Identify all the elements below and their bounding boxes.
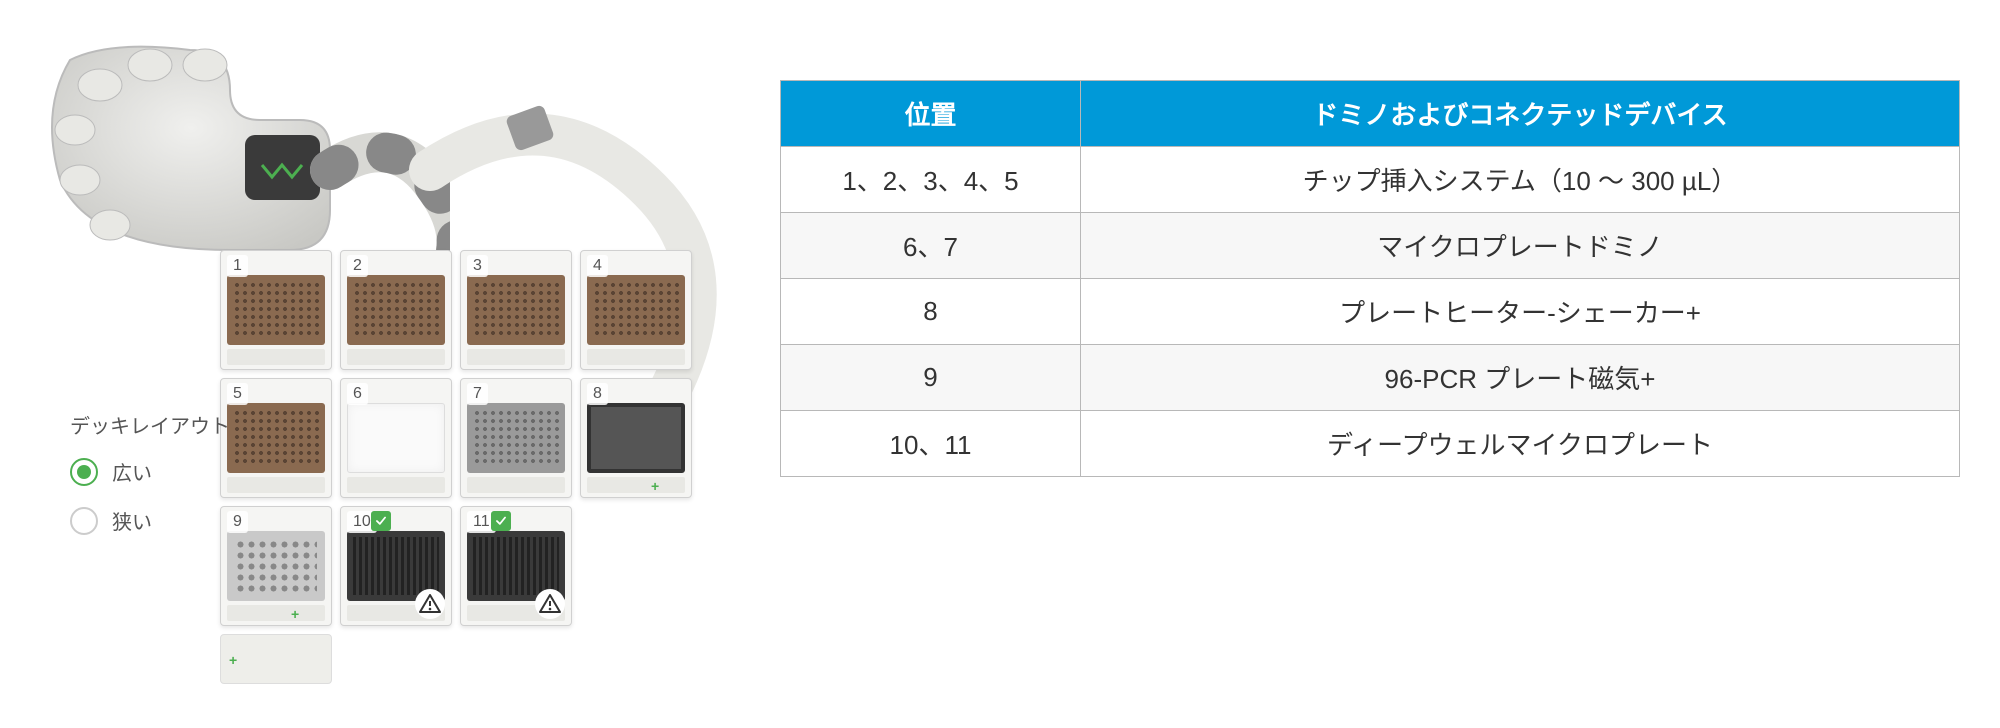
lab-plus-icon: + xyxy=(291,607,327,621)
table-row: 6、7マイクロプレートドミノ xyxy=(781,213,1960,279)
slot-footer xyxy=(347,477,445,493)
extra-slot: + xyxy=(220,634,332,684)
table-row: 1、2、3、4、5チップ挿入システム（10 ～ 300 µL） xyxy=(781,147,1960,213)
slot-number: 7 xyxy=(467,383,488,405)
device-table: 位置 ドミノおよびコネクテッドデバイス 1、2、3、4、5チップ挿入システム（1… xyxy=(780,80,1960,477)
slot-plate xyxy=(227,275,325,345)
deck-grid: 1234 5678+ 9+1011 + xyxy=(220,250,720,692)
slot-plate xyxy=(347,403,445,473)
cell-device: ディープウェルマイクロプレート xyxy=(1081,411,1960,477)
cell-device: プレートヒーター-シェーカー+ xyxy=(1081,279,1960,345)
slot-number: 6 xyxy=(347,383,368,405)
slot-number: 8 xyxy=(587,383,608,405)
table-header-device: ドミノおよびコネクテッドデバイス xyxy=(1081,81,1960,147)
cell-device: 96-PCR プレート磁気+ xyxy=(1081,345,1960,411)
cell-position: 8 xyxy=(781,279,1081,345)
cell-position: 6、7 xyxy=(781,213,1081,279)
deck-slot-2[interactable]: 2 xyxy=(340,250,452,370)
deck-row-extra: + xyxy=(220,634,720,684)
layout-radio-narrow[interactable]: 狭い xyxy=(70,506,230,535)
table-header-position: 位置 xyxy=(781,81,1081,147)
deck-slot-9[interactable]: 9+ xyxy=(220,506,332,626)
slot-number: 9 xyxy=(227,511,248,533)
left-panel: 1234 5678+ 9+1011 + デッキレイアウト 広い狭い xyxy=(30,30,730,700)
deck-slot-5[interactable]: 5 xyxy=(220,378,332,498)
deck-layout-title: デッキレイアウト xyxy=(70,410,230,439)
deck-slot-6[interactable]: 6 xyxy=(340,378,452,498)
check-icon xyxy=(371,511,391,531)
slot-number: 5 xyxy=(227,383,248,405)
slot-plate xyxy=(227,403,325,473)
radio-label: 広い xyxy=(112,457,152,486)
table-row: 10、11ディープウェルマイクロプレート xyxy=(781,411,1960,477)
table-row: 996-PCR プレート磁気+ xyxy=(781,345,1960,411)
slot-footer xyxy=(227,477,325,493)
deck-layout-options: デッキレイアウト 広い狭い xyxy=(70,410,230,555)
slot-number: 1 xyxy=(227,255,248,277)
slot-plate xyxy=(347,275,445,345)
radio-icon xyxy=(70,458,98,486)
slot-footer xyxy=(227,349,325,365)
cell-position: 9 xyxy=(781,345,1081,411)
deck-row-2: 5678+ xyxy=(220,378,720,498)
warning-icon xyxy=(535,589,565,619)
deck-slot-7[interactable]: 7 xyxy=(460,378,572,498)
deck-slot-4[interactable]: 4 xyxy=(580,250,692,370)
deck-slot-10[interactable]: 10 xyxy=(340,506,452,626)
slot-footer xyxy=(467,477,565,493)
slot-plate xyxy=(227,531,325,601)
deck-slot-3[interactable]: 3 xyxy=(460,250,572,370)
deck-row-1: 1 2 3 4 xyxy=(220,250,720,370)
slot-plate xyxy=(587,275,685,345)
warning-icon xyxy=(415,589,445,619)
deck-row-3: 9+1011 xyxy=(220,506,720,626)
slot-plate xyxy=(467,403,565,473)
slot-number: 4 xyxy=(587,255,608,277)
radio-icon xyxy=(70,507,98,535)
layout-radio-wide[interactable]: 広い xyxy=(70,457,230,486)
lab-plus-icon: + xyxy=(651,479,687,493)
slot-number: 2 xyxy=(347,255,368,277)
radio-label: 狭い xyxy=(112,506,152,535)
cell-device: チップ挿入システム（10 ～ 300 µL） xyxy=(1081,147,1960,213)
check-icon xyxy=(491,511,511,531)
cell-device: マイクロプレートドミノ xyxy=(1081,213,1960,279)
table-row: 8プレートヒーター-シェーカー+ xyxy=(781,279,1960,345)
deck-slot-8[interactable]: 8+ xyxy=(580,378,692,498)
slot-number: 3 xyxy=(467,255,488,277)
deck-slot-11[interactable]: 11 xyxy=(460,506,572,626)
cell-position: 10、11 xyxy=(781,411,1081,477)
slot-footer xyxy=(467,349,565,365)
slot-footer xyxy=(347,349,445,365)
slot-plate xyxy=(467,275,565,345)
robot-base-illustration xyxy=(30,30,450,270)
slot-plate xyxy=(587,403,685,473)
deck-slot-1[interactable]: 1 xyxy=(220,250,332,370)
slot-footer xyxy=(587,349,685,365)
cell-position: 1、2、3、4、5 xyxy=(781,147,1081,213)
